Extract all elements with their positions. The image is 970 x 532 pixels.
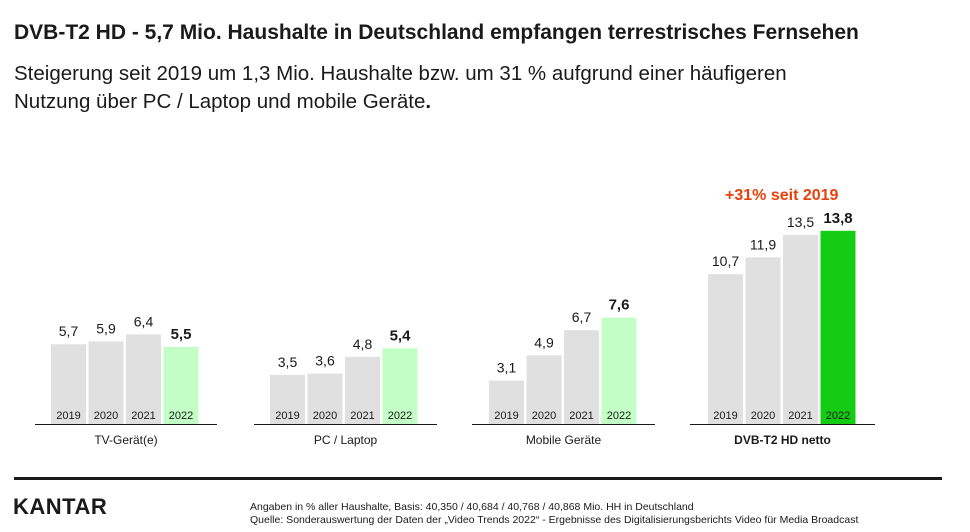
year-label-mobile-ger-te-2020: 2020 [532, 410, 556, 422]
year-label-pc-laptop-2021: 2021 [350, 410, 374, 422]
bar-dvb-t2-hd-netto-2021 [783, 235, 818, 424]
kantar-logo: KANTAR [13, 494, 108, 519]
bar-tv-ger-t-e-2019 [51, 344, 86, 424]
value-label-pc-laptop-2022: 5,4 [390, 327, 412, 344]
growth-annotation: +31% seit 2019 [725, 187, 839, 204]
bar-chart: 5,7 2019 5,9 2020 6,4 2021 5,5 2022 TV-Gerät(e) 3… [35, 187, 875, 447]
year-label-dvb-t2-hd-netto-2021: 2021 [788, 410, 812, 422]
value-label-mobile-ger-te-2020: 4,9 [534, 334, 554, 350]
bar-mobile-ger-te-2021 [564, 330, 599, 424]
year-label-pc-laptop-2019: 2019 [275, 410, 299, 422]
year-label-mobile-ger-te-2022: 2022 [607, 410, 631, 422]
year-label-tv-ger-t-e-2022: 2022 [169, 410, 193, 422]
subtitle-period: . [425, 90, 432, 113]
bar-tv-ger-t-e-2021 [126, 334, 161, 424]
category-label-tv-ger-t-e: TV-Gerät(e) [94, 433, 157, 447]
bar-pc-laptop-2019 [270, 375, 305, 424]
year-label-tv-ger-t-e-2020: 2020 [94, 410, 118, 422]
footnote-basis: Angaben in % aller Haushalte, Basis: 40,… [250, 501, 694, 513]
year-label-dvb-t2-hd-netto-2020: 2020 [751, 410, 775, 422]
bar-dvb-t2-hd-netto-2020 [745, 257, 781, 424]
bar-tv-ger-t-e-2020 [88, 341, 124, 424]
value-label-mobile-ger-te-2019: 3,1 [497, 360, 517, 376]
value-label-dvb-t2-hd-netto-2021: 13,5 [787, 214, 814, 230]
bar-dvb-t2-hd-netto-2019 [708, 274, 743, 424]
year-label-pc-laptop-2020: 2020 [313, 410, 337, 422]
value-label-dvb-t2-hd-netto-2022: 13,8 [823, 210, 852, 227]
category-label-mobile-ger-te: Mobile Geräte [526, 433, 602, 447]
year-label-pc-laptop-2022: 2022 [388, 410, 412, 422]
bar-pc-laptop-2020 [307, 373, 343, 424]
subtitle-line-1: Steigerung seit 2019 um 1,3 Mio. Haushal… [14, 62, 787, 85]
bar-mobile-ger-te-2020 [526, 355, 562, 424]
bar-mobile-ger-te-2019 [489, 380, 524, 424]
year-label-tv-ger-t-e-2019: 2019 [56, 410, 80, 422]
bar-dvb-t2-hd-netto-2022 [820, 230, 856, 424]
year-label-mobile-ger-te-2021: 2021 [569, 410, 593, 422]
footer-divider [14, 477, 942, 480]
value-label-tv-ger-t-e-2020: 5,9 [96, 320, 116, 336]
bar-pc-laptop-2022 [382, 348, 418, 424]
footnote-source: Quelle: Sonderauswertung der Daten der „… [250, 514, 859, 526]
year-label-dvb-t2-hd-netto-2019: 2019 [713, 410, 737, 422]
chart-subtitle: Steigerung seit 2019 um 1,3 Mio. Haushal… [14, 60, 954, 116]
value-label-tv-ger-t-e-2019: 5,7 [59, 323, 79, 339]
bar-tv-ger-t-e-2022 [163, 347, 199, 424]
category-label-pc-laptop: PC / Laptop [314, 433, 378, 447]
value-label-mobile-ger-te-2022: 7,6 [609, 297, 630, 314]
subtitle-line-2: Nutzung über PC / Laptop und mobile Gerä… [14, 90, 426, 113]
value-label-mobile-ger-te-2021: 6,7 [572, 309, 592, 325]
value-label-pc-laptop-2019: 3,5 [278, 354, 298, 370]
value-label-tv-ger-t-e-2021: 6,4 [134, 313, 154, 329]
value-label-dvb-t2-hd-netto-2020: 11,9 [750, 236, 776, 252]
value-label-tv-ger-t-e-2022: 5,5 [171, 326, 192, 343]
year-label-tv-ger-t-e-2021: 2021 [131, 410, 155, 422]
value-label-pc-laptop-2020: 3,6 [315, 353, 335, 369]
value-label-dvb-t2-hd-netto-2019: 10,7 [712, 253, 739, 269]
chart-title: DVB-T2 HD - 5,7 Mio. Haushalte in Deutsc… [14, 21, 859, 44]
value-label-pc-laptop-2021: 4,8 [353, 336, 373, 352]
year-label-dvb-t2-hd-netto-2022: 2022 [826, 410, 850, 422]
bar-mobile-ger-te-2022 [601, 317, 637, 424]
footnote: Angaben in % aller Haushalte, Basis: 40,… [250, 501, 858, 527]
year-label-mobile-ger-te-2019: 2019 [494, 410, 518, 422]
category-label-dvb-t2-hd-netto: DVB-T2 HD netto [734, 433, 831, 447]
bar-pc-laptop-2021 [345, 356, 380, 424]
